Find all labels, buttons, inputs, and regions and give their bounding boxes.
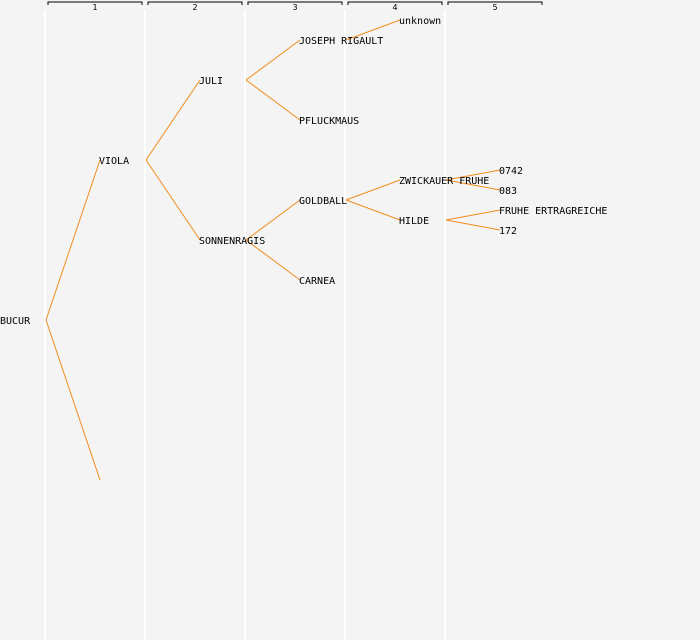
parent-link — [445, 219, 501, 231]
pedigree-node: ZWICKAUER FRUHE — [399, 176, 489, 187]
pedigree-node: unknown — [399, 16, 441, 27]
generation-bracket — [347, 1, 443, 5]
parent-link — [245, 199, 301, 241]
generation-bracket — [47, 1, 143, 5]
pedigree-node: CARNEA — [299, 276, 335, 287]
parent-link — [145, 159, 201, 241]
pedigree-node: 172 — [499, 226, 517, 237]
pedigree-node: GOLDBALL — [299, 196, 347, 207]
pedigree-node: JULI — [199, 76, 223, 87]
pedigree-node: VIOLA — [99, 156, 129, 167]
parent-link — [445, 179, 501, 191]
generation-number: 4 — [392, 3, 397, 12]
parent-link — [245, 239, 301, 281]
pedigree-node: FRUHE ERTRAGREICHE — [499, 206, 607, 217]
parent-link — [345, 199, 401, 221]
pedigree-node: 083 — [499, 186, 517, 197]
generation-bracket — [247, 1, 343, 5]
parent-link — [145, 79, 201, 161]
parent-link — [345, 19, 401, 41]
pedigree-node: JOSEPH RIGAULT — [299, 36, 383, 47]
generation-number: 1 — [92, 3, 97, 12]
parent-link — [45, 159, 101, 321]
parent-link — [245, 79, 301, 121]
parent-link — [245, 39, 301, 81]
parent-link — [345, 179, 401, 201]
parent-link — [445, 169, 501, 181]
pedigree-node: 0742 — [499, 166, 523, 177]
pedigree-node: BUCUR — [0, 316, 31, 327]
parent-link — [445, 209, 501, 221]
generation-number: 2 — [192, 3, 197, 12]
generation-number: 3 — [292, 3, 297, 12]
pedigree-node: HILDE — [399, 216, 429, 227]
pedigree-node: PFLUCKMAUS — [299, 116, 359, 127]
parent-link — [45, 319, 101, 481]
generation-bracket — [147, 1, 243, 5]
generation-number: 5 — [492, 3, 497, 12]
generation-bracket — [447, 1, 543, 5]
pedigree-node: SONNENRAGIS — [199, 236, 265, 247]
